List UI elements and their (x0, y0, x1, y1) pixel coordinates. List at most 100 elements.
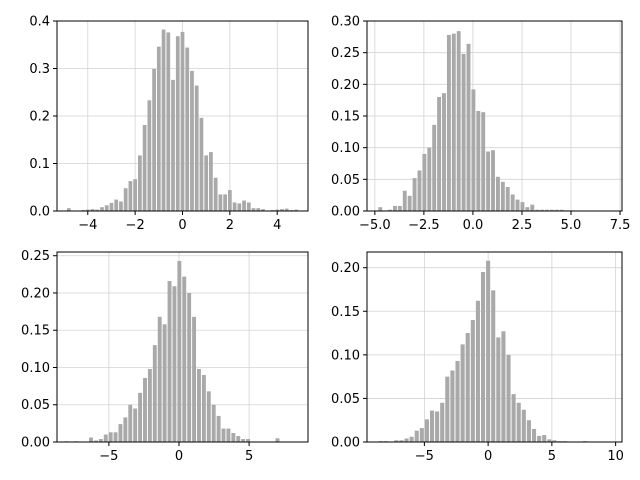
histogram-bar (242, 200, 246, 211)
histogram-panel-4: −5 0 5 10 0.00 0.05 0.10 0.15 0.20 (331, 251, 624, 464)
y-tick-label: 0.00 (331, 436, 360, 451)
histogram-bar (192, 316, 197, 442)
histogram-bar (397, 205, 402, 211)
histogram-bar (218, 194, 223, 211)
y-tick-label: 0.1 (29, 157, 50, 172)
histogram-bar (109, 202, 114, 211)
histogram-bar (246, 202, 251, 211)
histogram-bar (486, 151, 491, 211)
histogram-bar (237, 203, 242, 211)
y-tick-label: 0.05 (331, 392, 360, 407)
histogram-bar (175, 36, 180, 212)
x-tick-label: 0 (484, 449, 492, 464)
y-tick-label: 0.05 (331, 173, 360, 188)
histogram-bar (128, 181, 133, 211)
histogram-bar (104, 205, 109, 211)
histogram-bar (162, 324, 167, 442)
histogram-bar (516, 402, 521, 442)
y-tick-label: 0.25 (331, 46, 360, 61)
x-tick-label: 10 (607, 449, 624, 464)
histogram-bar (114, 199, 119, 211)
histogram-bar (213, 177, 218, 211)
histogram-bar (394, 440, 399, 442)
histogram-bar (157, 316, 162, 442)
y-tick-label: 0.15 (21, 324, 50, 339)
histogram-bar (256, 208, 261, 211)
histogram-bar (537, 435, 542, 442)
x-tick-label: 5 (245, 449, 253, 464)
histogram-bar (531, 428, 537, 442)
histogram-bar (437, 97, 442, 211)
y-tick-label: 0.4 (29, 15, 50, 30)
histogram-bar (491, 150, 495, 211)
histogram-bar (95, 209, 100, 211)
histogram-panel-3: −5 0 5 0.00 0.05 0.10 0.15 0.20 0.25 (21, 249, 309, 464)
histogram-bar (103, 434, 108, 442)
histogram-bar (142, 125, 147, 211)
y-tick-label: 0.0 (29, 205, 50, 220)
y-tick-label: 0.10 (21, 361, 50, 376)
histogram-bar (399, 440, 404, 442)
histogram-bar (451, 33, 456, 211)
histogram-bar (223, 194, 227, 211)
histogram-bar (491, 290, 496, 442)
histogram-bar (251, 208, 256, 211)
histogram-bar (133, 408, 138, 442)
histogram-bar (118, 424, 123, 442)
x-tick-label: −4 (78, 218, 97, 233)
histogram-bar (424, 419, 429, 442)
histogram-bar (471, 89, 476, 211)
histogram-bar (476, 110, 481, 211)
histogram-bar (461, 53, 466, 211)
y-tick-label: 0.05 (21, 398, 50, 413)
y-tick-label: 0.15 (331, 305, 360, 320)
histogram-bar (402, 190, 407, 211)
x-tick-label: −5 (415, 449, 434, 464)
histogram-bar (465, 333, 470, 442)
histogram-bar (501, 331, 506, 442)
histogram-bar (236, 436, 241, 442)
histogram-bar (466, 43, 471, 211)
histogram-bar (540, 209, 545, 211)
histogram-bar (138, 155, 142, 211)
y-tick-label: 0.2 (29, 110, 50, 125)
histogram-bar (280, 209, 284, 211)
histogram-bar (194, 85, 199, 211)
histogram-bar (199, 117, 204, 211)
histogram-bar (147, 100, 152, 211)
histogram-bar (414, 430, 419, 442)
y-tick-label: 0.20 (21, 286, 50, 301)
histogram-bar (209, 152, 213, 211)
histogram-bar (156, 46, 161, 212)
y-tick-label: 0.25 (21, 249, 50, 264)
histogram-bar (123, 188, 128, 211)
histogram-bar (152, 345, 157, 442)
histogram-bar (470, 319, 475, 442)
histogram-bar (500, 181, 505, 211)
y-tick-label: 0.3 (29, 62, 50, 77)
x-tick-label: −5.0 (359, 218, 391, 233)
histogram-bar (388, 209, 392, 211)
histogram-bar (542, 435, 547, 442)
histogram-bar (180, 31, 185, 211)
histogram-bar (226, 428, 231, 442)
y-tick-label: 0.00 (21, 436, 50, 451)
axes-frame (56, 251, 309, 443)
histogram-bar (427, 147, 432, 211)
histogram-bar (511, 394, 516, 442)
histogram-bar (177, 260, 182, 442)
histogram-bar (185, 47, 190, 211)
histogram-bar (100, 207, 104, 211)
histogram-bar (206, 391, 211, 442)
histogram-bar (152, 68, 156, 211)
x-tick-label: 5 (548, 449, 556, 464)
histogram-panel-1: −4 −2 0 2 4 0.0 0.1 0.2 0.3 0.4 (29, 15, 309, 233)
histogram-bar (422, 154, 427, 211)
histogram-bar (246, 439, 251, 442)
histogram-bar (460, 344, 465, 442)
y-tick-label: 0.15 (331, 110, 360, 125)
histogram-bar (456, 31, 461, 212)
x-tick-label: 4 (273, 218, 281, 233)
histogram-bar (232, 202, 237, 211)
